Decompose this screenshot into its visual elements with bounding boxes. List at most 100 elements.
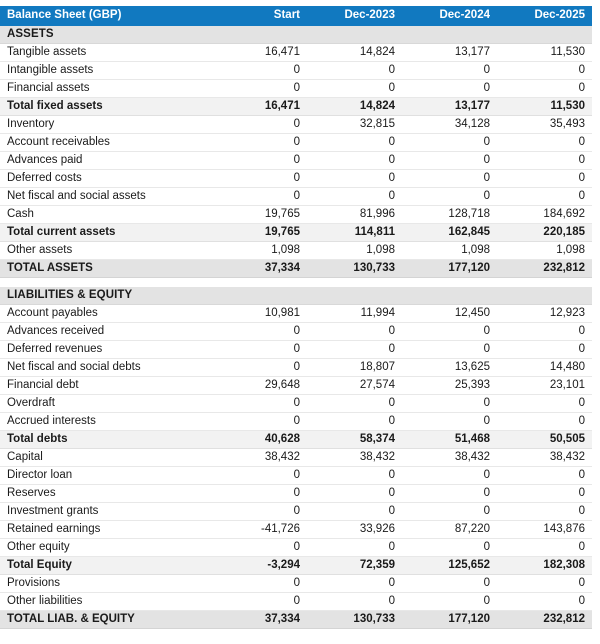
row-value-dec-2025: 232,812	[497, 610, 592, 629]
table-row: Net fiscal and social debts 0 18,807 13,625…	[0, 358, 592, 377]
row-value-dec-2025: 0	[497, 502, 592, 521]
row-value-dec-2024: 87,220	[402, 520, 497, 539]
row-value-dec-2023: 72,359	[307, 556, 402, 575]
table-row: Retained earnings -41,726 33,926 87,220 143,…	[0, 520, 592, 539]
row-value-start: 19,765	[212, 205, 307, 224]
row-value-dec-2025: 0	[497, 151, 592, 170]
subtotal-row: Total current assets 19,765 114,811 162,845…	[0, 223, 592, 242]
row-value-dec-2023: 0	[307, 592, 402, 611]
row-value-dec-2023: 0	[307, 340, 402, 359]
row-value-dec-2023: 27,574	[307, 376, 402, 395]
row-value-dec-2025: 14,480	[497, 358, 592, 377]
table-row: Advances paid 0 0 0 0	[0, 151, 592, 170]
balance-sheet-table: Balance Sheet (GBP) Start Dec-2023 Dec-2…	[0, 6, 592, 629]
row-value-dec-2024: 0	[402, 79, 497, 98]
row-value-dec-2023: 0	[307, 394, 402, 413]
row-value-dec-2025: 0	[497, 466, 592, 485]
row-value-dec-2023: 130,733	[307, 259, 402, 278]
table-header: Balance Sheet (GBP) Start Dec-2023 Dec-2…	[0, 6, 592, 26]
row-value-dec-2024: 0	[402, 340, 497, 359]
column-header-start[interactable]: Start	[212, 6, 307, 26]
row-value-start: 0	[212, 151, 307, 170]
row-value-dec-2023: 14,824	[307, 97, 402, 116]
row-value-dec-2025: 184,692	[497, 205, 592, 224]
subtotal-row: Total fixed assets 16,471 14,824 13,177 11,5…	[0, 97, 592, 116]
row-value-dec-2025: 35,493	[497, 115, 592, 134]
row-value-dec-2023	[307, 26, 402, 44]
row-label: Financial assets	[0, 79, 212, 98]
row-value-dec-2024	[402, 26, 497, 44]
table-row: Director loan 0 0 0 0	[0, 466, 592, 485]
row-value-dec-2024: 13,177	[402, 43, 497, 62]
row-value-start: 37,334	[212, 259, 307, 278]
row-value-dec-2024: 0	[402, 484, 497, 503]
column-header-dec-2025[interactable]: Dec-2025	[497, 6, 592, 26]
row-label: Intangible assets	[0, 61, 212, 80]
row-value-dec-2023: 0	[307, 79, 402, 98]
row-value-dec-2025	[497, 287, 592, 305]
table-row: Investment grants 0 0 0 0	[0, 502, 592, 521]
table-row: Net fiscal and social assets 0 0 0 0	[0, 187, 592, 206]
row-value-dec-2025: 0	[497, 187, 592, 206]
row-value-start: 16,471	[212, 97, 307, 116]
table-row: Other liabilities 0 0 0 0	[0, 592, 592, 611]
row-value-start: 0	[212, 538, 307, 557]
row-value-dec-2025: 0	[497, 79, 592, 98]
table-row: Capital 38,432 38,432 38,432 38,432	[0, 448, 592, 467]
row-label: TOTAL LIAB. & EQUITY	[0, 610, 212, 629]
row-value-start: -3,294	[212, 556, 307, 575]
table-row: Account receivables 0 0 0 0	[0, 133, 592, 152]
row-label: Reserves	[0, 484, 212, 503]
balance-sheet-container: Balance Sheet (GBP) Start Dec-2023 Dec-2…	[0, 6, 592, 629]
row-value-start: 1,098	[212, 241, 307, 260]
row-label: Net fiscal and social debts	[0, 358, 212, 377]
row-value-start: 0	[212, 133, 307, 152]
row-value-dec-2024	[402, 287, 497, 305]
row-value-dec-2024: 38,432	[402, 448, 497, 467]
row-value-dec-2024: 12,450	[402, 304, 497, 323]
row-value-dec-2024: 162,845	[402, 223, 497, 242]
row-label: Account receivables	[0, 133, 212, 152]
row-value-dec-2024: 0	[402, 502, 497, 521]
row-value-dec-2024: 0	[402, 61, 497, 80]
row-value-start: 0	[212, 187, 307, 206]
table-row: Advances received 0 0 0 0	[0, 322, 592, 341]
column-header-dec-2024[interactable]: Dec-2024	[402, 6, 497, 26]
row-label: Retained earnings	[0, 520, 212, 539]
row-value-start: 0	[212, 61, 307, 80]
row-value-dec-2023: 1,098	[307, 241, 402, 260]
row-value-start: 0	[212, 394, 307, 413]
row-value-start: 0	[212, 79, 307, 98]
row-label: Advances paid	[0, 151, 212, 170]
row-value-dec-2025: 0	[497, 484, 592, 503]
table-row: Provisions 0 0 0 0	[0, 574, 592, 593]
row-label: Investment grants	[0, 502, 212, 521]
row-label: LIABILITIES & EQUITY	[0, 287, 212, 305]
table-row: Inventory 0 32,815 34,128 35,493	[0, 115, 592, 134]
row-value-dec-2023: 11,994	[307, 304, 402, 323]
table-title: Balance Sheet (GBP)	[0, 6, 212, 26]
column-header-dec-2023[interactable]: Dec-2023	[307, 6, 402, 26]
row-value-dec-2024: 13,625	[402, 358, 497, 377]
row-value-dec-2023: 0	[307, 322, 402, 341]
row-value-dec-2024: 128,718	[402, 205, 497, 224]
row-label: Total Equity	[0, 556, 212, 575]
row-value-dec-2024: 0	[402, 574, 497, 593]
row-value-dec-2025: 1,098	[497, 241, 592, 260]
row-value-dec-2023: 14,824	[307, 43, 402, 62]
table-row: Overdraft 0 0 0 0	[0, 394, 592, 413]
row-label: Total current assets	[0, 223, 212, 242]
row-label: Financial debt	[0, 376, 212, 395]
table-row: Other assets 1,098 1,098 1,098 1,098	[0, 241, 592, 260]
row-value-dec-2025: 0	[497, 412, 592, 431]
row-value-dec-2025: 23,101	[497, 376, 592, 395]
row-value-dec-2024: 0	[402, 187, 497, 206]
row-value-dec-2023: 130,733	[307, 610, 402, 629]
row-value-start: -41,726	[212, 520, 307, 539]
row-value-dec-2025: 220,185	[497, 223, 592, 242]
table-row: Deferred revenues 0 0 0 0	[0, 340, 592, 359]
row-value-dec-2025: 0	[497, 322, 592, 341]
row-value-start: 0	[212, 340, 307, 359]
row-label: Inventory	[0, 115, 212, 134]
row-label: Other equity	[0, 538, 212, 557]
